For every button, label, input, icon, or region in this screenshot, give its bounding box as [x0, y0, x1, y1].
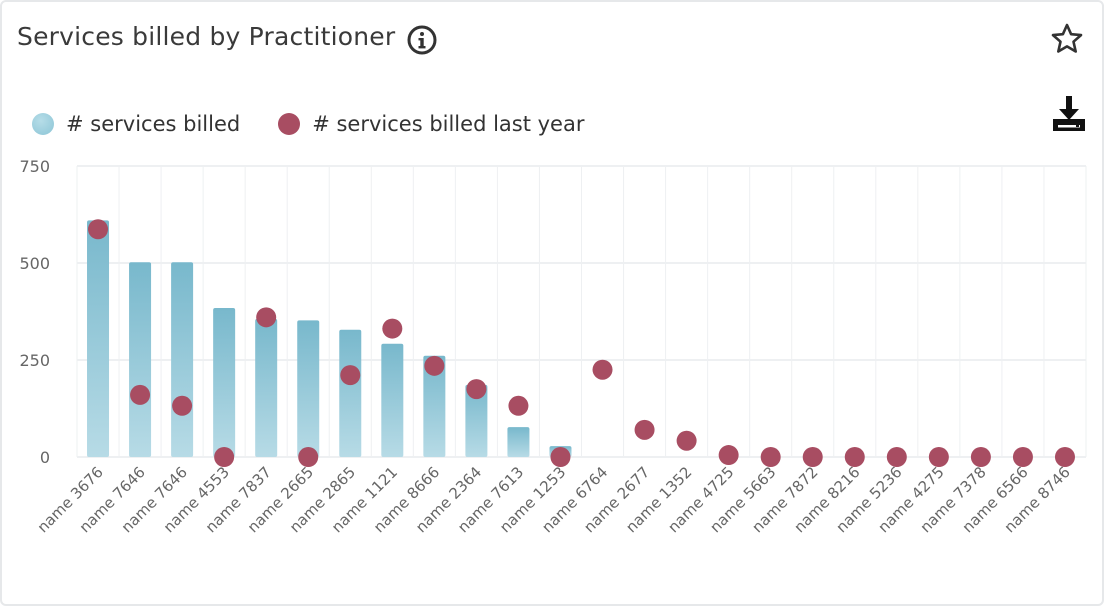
chart-title: Services billed by Practitioner: [17, 22, 396, 51]
point-services-billed-last-year[interactable]: [1012, 447, 1033, 467]
point-services-billed-last-year[interactable]: [928, 447, 949, 467]
point-services-billed-last-year[interactable]: [676, 430, 697, 451]
bar-services-billed[interactable]: [423, 355, 446, 457]
point-services-billed-last-year[interactable]: [802, 447, 823, 467]
point-services-billed-last-year[interactable]: [130, 384, 151, 405]
point-services-billed-last-year[interactable]: [550, 447, 571, 467]
legend-swatch-services-billed-last-year: [278, 113, 301, 135]
bar-services-billed[interactable]: [171, 262, 194, 457]
legend-label-services-billed: # services billed: [66, 112, 241, 136]
legend-swatch-services-billed: [32, 113, 54, 135]
point-services-billed-last-year[interactable]: [718, 445, 739, 466]
point-services-billed-last-year[interactable]: [382, 318, 403, 339]
legend-label-services-billed-last-year: # services billed last year: [312, 112, 585, 136]
point-services-billed-last-year[interactable]: [172, 395, 193, 416]
point-services-billed-last-year[interactable]: [760, 447, 781, 467]
legend-item-services-billed[interactable]: # services billed: [32, 112, 240, 136]
point-services-billed-last-year[interactable]: [592, 359, 613, 380]
point-services-billed-last-year[interactable]: [340, 365, 361, 386]
point-services-billed-last-year[interactable]: [256, 307, 277, 328]
point-services-billed-last-year[interactable]: [844, 447, 865, 467]
bar-services-billed[interactable]: [465, 384, 488, 457]
point-services-billed-last-year[interactable]: [214, 447, 235, 467]
bar-services-billed[interactable]: [339, 329, 362, 457]
legend-item-services-billed-last-year[interactable]: # services billed last year: [278, 112, 584, 136]
point-services-billed-last-year[interactable]: [886, 447, 907, 467]
point-services-billed-last-year[interactable]: [466, 379, 487, 400]
chart-legend: # services billed # services billed last…: [32, 112, 622, 136]
point-services-billed-last-year[interactable]: [298, 447, 319, 467]
bar-services-billed[interactable]: [381, 343, 404, 457]
bar-services-billed[interactable]: [129, 262, 152, 457]
point-services-billed-last-year[interactable]: [970, 447, 991, 467]
y-tick-label: 250: [19, 351, 50, 370]
bar-services-billed[interactable]: [507, 427, 530, 457]
y-tick-label: 500: [19, 254, 50, 273]
point-services-billed-last-year[interactable]: [508, 395, 529, 416]
download-icon[interactable]: [1049, 94, 1089, 134]
point-services-billed-last-year[interactable]: [424, 355, 445, 376]
info-icon[interactable]: [406, 24, 438, 56]
bar-services-billed[interactable]: [87, 220, 110, 457]
point-services-billed-last-year[interactable]: [88, 219, 109, 240]
bar-services-billed[interactable]: [297, 320, 320, 457]
star-icon[interactable]: [1050, 22, 1084, 56]
point-services-billed-last-year[interactable]: [1054, 447, 1075, 467]
bar-services-billed[interactable]: [213, 308, 236, 457]
y-tick-label: 0: [40, 448, 50, 467]
point-services-billed-last-year[interactable]: [634, 419, 655, 440]
y-tick-label: 750: [19, 157, 50, 176]
bar-services-billed[interactable]: [255, 318, 278, 457]
